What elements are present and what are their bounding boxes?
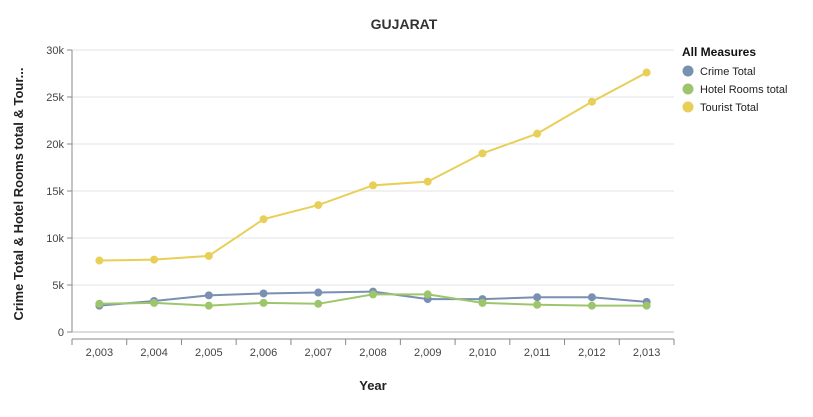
x-tick-label: 2,008 xyxy=(359,347,387,359)
data-point-crime-total[interactable] xyxy=(587,293,596,302)
legend: All Measures Crime Total Hotel Rooms tota… xyxy=(682,45,787,114)
x-axis-title: Year xyxy=(359,378,386,393)
axes: 0 5k 10k 15k 20k 25k 30k 2,003 2,004 2,005 2,006 2,… xyxy=(46,45,675,359)
data-point-tourist-total[interactable] xyxy=(204,251,213,260)
x-tick-label: 2,005 xyxy=(195,347,223,359)
data-point-tourist-total[interactable] xyxy=(642,68,651,77)
y-tick-label: 25k xyxy=(46,92,64,104)
data-point-crime-total[interactable] xyxy=(533,293,542,302)
y-tick-label: 30k xyxy=(46,45,64,57)
legend-swatch-tourist-total[interactable] xyxy=(682,101,694,113)
y-tick-label: 0 xyxy=(58,327,64,339)
x-tick-label: 2,003 xyxy=(86,347,114,359)
y-tick-label: 20k xyxy=(46,139,64,151)
data-point-tourist-total[interactable] xyxy=(95,256,104,265)
x-tick-label: 2,004 xyxy=(140,347,168,359)
data-point-tourist-total[interactable] xyxy=(369,181,377,190)
data-point-crime-total[interactable] xyxy=(314,288,323,297)
data-point-tourist-total[interactable] xyxy=(314,201,323,210)
data-point-hotel-rooms-total[interactable] xyxy=(204,301,213,310)
gridlines xyxy=(72,49,674,333)
data-point-hotel-rooms-total[interactable] xyxy=(369,290,377,299)
data-point-hotel-rooms-total[interactable] xyxy=(95,299,104,308)
data-point-hotel-rooms-total[interactable] xyxy=(642,301,651,310)
y-tick-label: 5k xyxy=(52,280,64,292)
legend-label-tourist-total[interactable]: Tourist Total xyxy=(700,102,759,114)
series-line-tourist-total xyxy=(99,71,648,262)
data-point-tourist-total[interactable] xyxy=(533,129,542,138)
legend-label-crime-total[interactable]: Crime Total xyxy=(700,66,755,78)
x-tick-label: 2,006 xyxy=(250,347,278,359)
legend-swatch-crime-total[interactable] xyxy=(682,65,694,77)
data-point-hotel-rooms-total[interactable] xyxy=(478,298,487,307)
data-point-hotel-rooms-total[interactable] xyxy=(259,298,268,307)
y-tick-label: 10k xyxy=(46,233,64,245)
x-tick-label: 2,010 xyxy=(469,347,497,359)
x-tick-label: 2,011 xyxy=(524,347,551,359)
data-point-tourist-total[interactable] xyxy=(423,177,432,186)
data-point-hotel-rooms-total[interactable] xyxy=(587,301,596,310)
x-tick-label: 2,013 xyxy=(633,347,661,359)
data-point-hotel-rooms-total[interactable] xyxy=(533,300,542,309)
x-tick-label: 2,009 xyxy=(414,347,442,359)
legend-label-hotel-rooms-total[interactable]: Hotel Rooms total xyxy=(700,84,787,96)
legend-title: All Measures xyxy=(682,45,756,59)
series-layer xyxy=(95,68,651,310)
chart-title: GUJARAT xyxy=(371,16,438,32)
data-point-hotel-rooms-total[interactable] xyxy=(314,299,323,308)
x-tick-label: 2,012 xyxy=(578,347,606,359)
data-point-hotel-rooms-total[interactable] xyxy=(150,298,159,307)
data-point-crime-total[interactable] xyxy=(259,289,268,298)
data-point-tourist-total[interactable] xyxy=(259,215,268,224)
y-tick-label: 15k xyxy=(46,186,64,198)
data-point-hotel-rooms-total[interactable] xyxy=(423,290,432,299)
x-tick-label: 2,007 xyxy=(305,347,333,359)
data-point-crime-total[interactable] xyxy=(204,291,213,300)
data-point-tourist-total[interactable] xyxy=(478,149,487,158)
data-point-tourist-total[interactable] xyxy=(150,255,159,264)
data-point-tourist-total[interactable] xyxy=(587,97,596,106)
legend-swatch-hotel-rooms-total[interactable] xyxy=(682,83,694,95)
y-axis-title: Crime Total & Hotel Rooms total & Tour..… xyxy=(11,67,26,320)
